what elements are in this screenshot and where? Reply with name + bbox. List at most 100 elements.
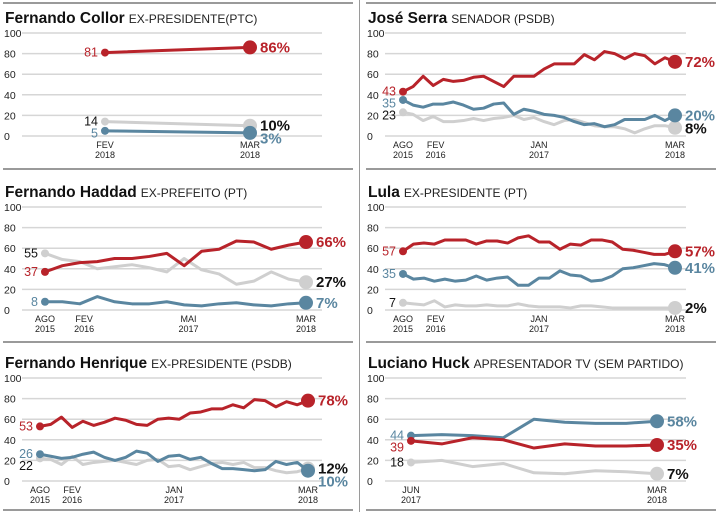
series-line-red [38, 398, 310, 429]
start-label-gray: 55 [24, 246, 38, 260]
series-blue [41, 295, 313, 310]
start-point-gray [41, 249, 49, 258]
start-label-red: 37 [24, 265, 38, 279]
start-point-blue [399, 269, 407, 278]
series-red [41, 235, 313, 276]
x-tick-label: AGO 2015 [35, 314, 55, 334]
y-tick-label: 20 [367, 284, 379, 296]
end-point-blue [650, 414, 664, 429]
start-point-gray [101, 117, 109, 126]
start-point-red [399, 87, 407, 96]
start-point-red [399, 247, 407, 256]
series-line-gray [401, 299, 677, 310]
y-tick-label: 0 [367, 305, 373, 317]
start-point-red [41, 267, 49, 276]
candidate-name: Fernando Collor [5, 10, 125, 27]
y-tick-label: 0 [367, 131, 373, 143]
start-point-red [101, 48, 109, 57]
series-line-red [409, 436, 659, 450]
start-point-gray [399, 108, 407, 117]
end-label-blue: 20% [685, 107, 715, 124]
end-label-red: 66% [316, 234, 346, 251]
x-tick-label: MAR 2018 [296, 314, 317, 334]
series-line-gray [43, 251, 308, 286]
end-label-red: 72% [685, 54, 715, 71]
series-gray [399, 298, 682, 315]
series-line-gray [409, 458, 659, 476]
chart-panel-luciano-huck: Luciano Huck APRESENTADOR TV (SEM PARTIDO… [363, 341, 719, 509]
chart-panel-fernando-collor: Fernando Collor EX-PRESIDENTE(PTC) 0 20 40 60… [0, 0, 356, 168]
y-tick-label: 60 [367, 69, 379, 81]
series-line-red [401, 234, 677, 256]
series-gray [407, 458, 664, 481]
start-label-red: 39 [390, 441, 404, 455]
chart-title: José Serra SENADOR (PSDB) [368, 10, 555, 27]
end-point-red [243, 40, 257, 55]
candidate-name: Lula [368, 184, 400, 201]
end-point-gray [668, 120, 682, 135]
start-point-gray [407, 458, 415, 467]
start-label-blue: 35 [382, 97, 396, 111]
x-tick-label: JAN 2017 [164, 485, 184, 505]
y-tick-label: 0 [367, 476, 373, 488]
start-label-red: 53 [19, 419, 33, 433]
end-point-red [650, 437, 664, 452]
series-gray [41, 249, 313, 290]
chart-title: Fernando Henrique EX-PRESIDENTE (PSDB) [5, 355, 292, 372]
x-tick-label: JUN 2017 [401, 485, 421, 505]
series-line-red [43, 239, 308, 274]
candidate-name: José Serra [368, 10, 448, 27]
end-point-red [299, 235, 313, 250]
start-label-blue: 35 [382, 267, 396, 281]
y-tick-label: 40 [4, 90, 16, 102]
end-point-red [668, 54, 682, 69]
start-label-gray: 23 [382, 109, 396, 123]
chart-title: Fernando Collor EX-PRESIDENTE(PTC) [5, 10, 257, 27]
y-tick-label: 20 [367, 110, 379, 122]
series-line-blue [38, 449, 310, 473]
start-label-gray: 22 [19, 459, 33, 473]
end-point-red [668, 244, 682, 259]
y-tick-label: 80 [367, 394, 379, 406]
end-label-gray: 10% [260, 118, 290, 135]
series-line-red [103, 45, 252, 55]
end-label-gray: 12% [318, 461, 348, 478]
candidate-subtitle: EX-PRESIDENTE (PSDB) [151, 357, 292, 371]
y-tick-label: 80 [367, 49, 379, 61]
start-point-blue [41, 297, 49, 306]
end-point-blue [668, 260, 682, 275]
chart-svg: Lula EX-PRESIDENTE (PT) 0 20 40 60 80 100 AGO 201… [367, 184, 715, 334]
end-label-blue: 41% [685, 260, 715, 277]
start-label-gray: 14 [84, 115, 98, 129]
candidate-subtitle: EX-PRESIDENTE(PTC) [129, 12, 258, 26]
series-line-red [401, 50, 677, 94]
x-tick-label: AGO 2015 [393, 314, 413, 334]
start-label-gray: 18 [390, 455, 404, 469]
x-tick-label: FEV 2018 [95, 140, 115, 160]
chart-panel-lula: Lula EX-PRESIDENTE (PT) 0 20 40 60 80 100 AGO 201… [363, 170, 719, 338]
start-point-red [407, 436, 415, 445]
y-tick-label: 80 [4, 223, 16, 235]
start-label-gray: 7 [389, 296, 396, 310]
y-tick-label: 20 [367, 455, 379, 467]
end-point-blue [299, 295, 313, 310]
end-label-blue: 3% [260, 131, 282, 148]
x-tick-label: AGO 2015 [393, 140, 413, 160]
y-tick-label: 80 [4, 49, 16, 61]
chart-panel-fernando-henrique: Fernando Henrique EX-PRESIDENTE (PSDB) 0 20… [0, 341, 356, 509]
series-red [399, 234, 682, 259]
start-label-blue: 8 [31, 295, 38, 309]
series-line-blue [401, 98, 677, 129]
series-line-blue [43, 295, 308, 308]
chart-svg: Luciano Huck APRESENTADOR TV (SEM PARTIDO… [367, 355, 697, 505]
separator-mid-right [366, 168, 716, 170]
separator-top-left [3, 2, 353, 4]
y-tick-label: 60 [4, 414, 16, 426]
chart-svg: Fernando Collor EX-PRESIDENTE(PTC) 0 20 40 60… [4, 10, 322, 160]
end-point-red [301, 393, 315, 408]
chart-title: Lula EX-PRESIDENTE (PT) [368, 184, 527, 201]
y-tick-label: 100 [4, 202, 22, 214]
x-tick-label: MAI 2017 [179, 314, 199, 334]
x-tick-label: MAR 2018 [298, 485, 319, 505]
start-point-red [36, 422, 44, 431]
